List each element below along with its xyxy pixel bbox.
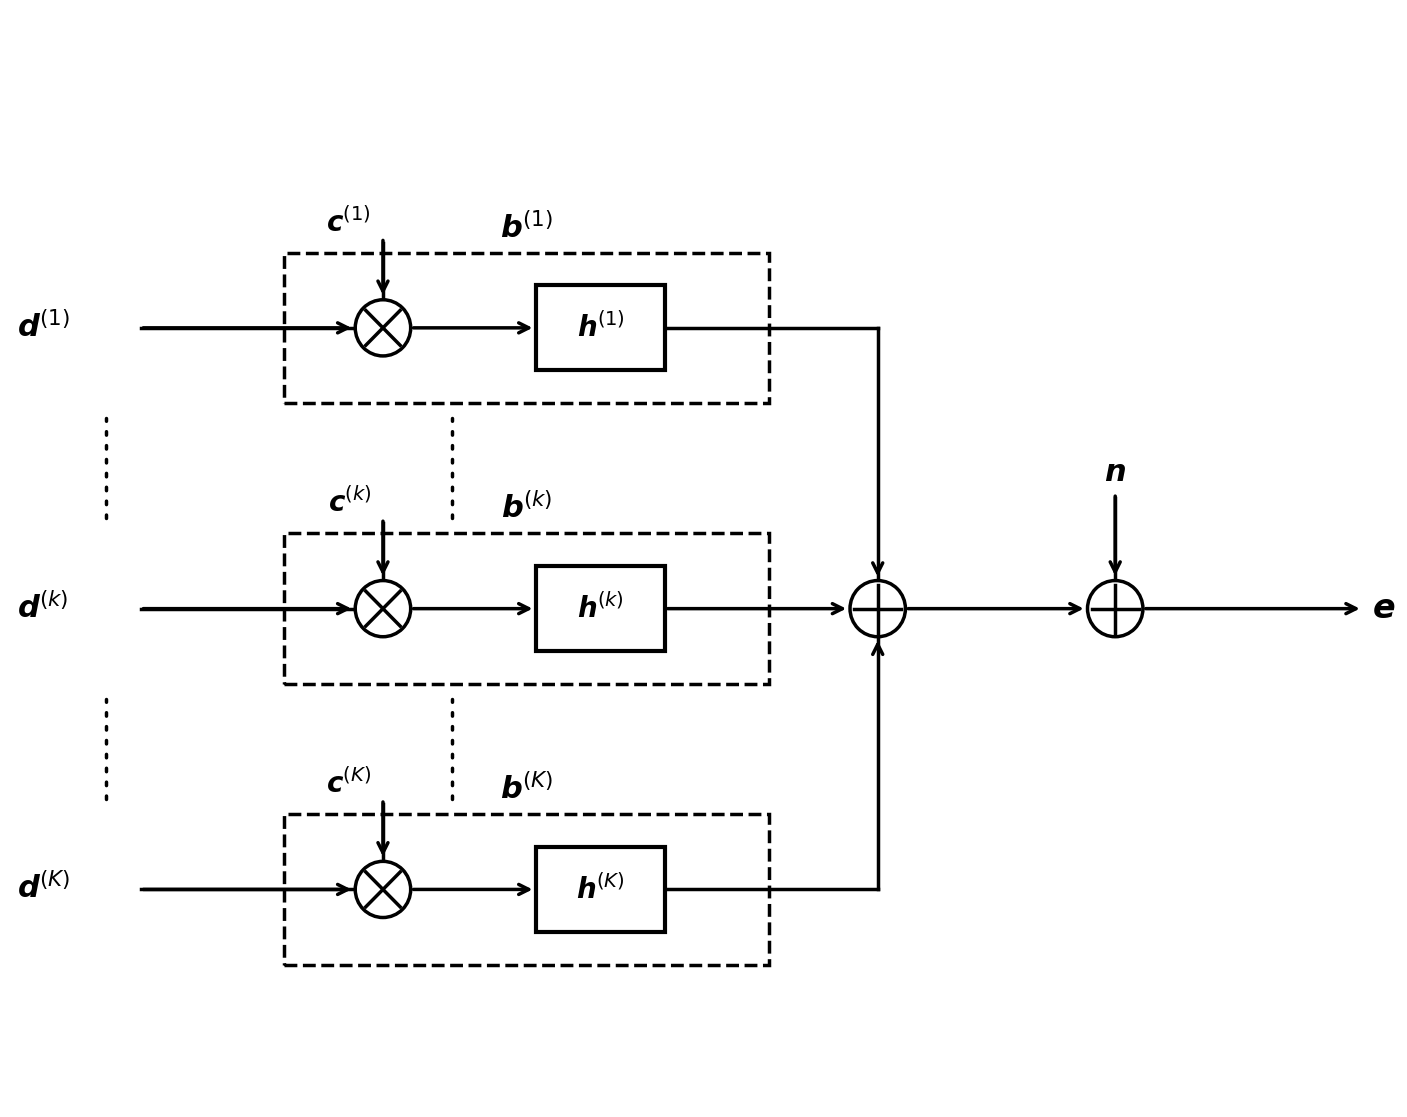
- Text: $\boldsymbol{n}$: $\boldsymbol{n}$: [1104, 457, 1126, 488]
- Bar: [284, 534, 768, 684]
- Text: $\boldsymbol{b}^{(1)}$: $\boldsymbol{b}^{(1)}$: [499, 212, 553, 245]
- Bar: [284, 252, 768, 403]
- Bar: [536, 566, 666, 651]
- Text: $\boldsymbol{d}^{(K)}$: $\boldsymbol{d}^{(K)}$: [17, 873, 70, 906]
- Text: $\boldsymbol{d}^{(k)}$: $\boldsymbol{d}^{(k)}$: [17, 593, 68, 624]
- Circle shape: [355, 581, 411, 637]
- Text: $\boldsymbol{b}^{(k)}$: $\boldsymbol{b}^{(k)}$: [501, 494, 552, 525]
- Text: $\boldsymbol{h}^{(1)}$: $\boldsymbol{h}^{(1)}$: [577, 313, 625, 343]
- Text: $\boldsymbol{c}^{(K)}$: $\boldsymbol{c}^{(K)}$: [326, 768, 371, 799]
- Circle shape: [355, 299, 411, 356]
- Text: $\boldsymbol{e}$: $\boldsymbol{e}$: [1372, 592, 1396, 626]
- Circle shape: [850, 581, 906, 637]
- Bar: [536, 847, 666, 932]
- Circle shape: [355, 861, 411, 917]
- Text: $\boldsymbol{b}^{(K)}$: $\boldsymbol{b}^{(K)}$: [499, 774, 553, 806]
- Text: $\boldsymbol{d}^{(1)}$: $\boldsymbol{d}^{(1)}$: [17, 312, 69, 344]
- Bar: [536, 285, 666, 371]
- Text: $\boldsymbol{h}^{(K)}$: $\boldsymbol{h}^{(K)}$: [577, 875, 625, 905]
- Circle shape: [1088, 581, 1142, 637]
- Text: $\boldsymbol{c}^{(1)}$: $\boldsymbol{c}^{(1)}$: [326, 207, 371, 238]
- Text: $\boldsymbol{c}^{(k)}$: $\boldsymbol{c}^{(k)}$: [328, 488, 371, 518]
- Text: $\boldsymbol{h}^{(k)}$: $\boldsymbol{h}^{(k)}$: [577, 593, 625, 624]
- Bar: [284, 814, 768, 965]
